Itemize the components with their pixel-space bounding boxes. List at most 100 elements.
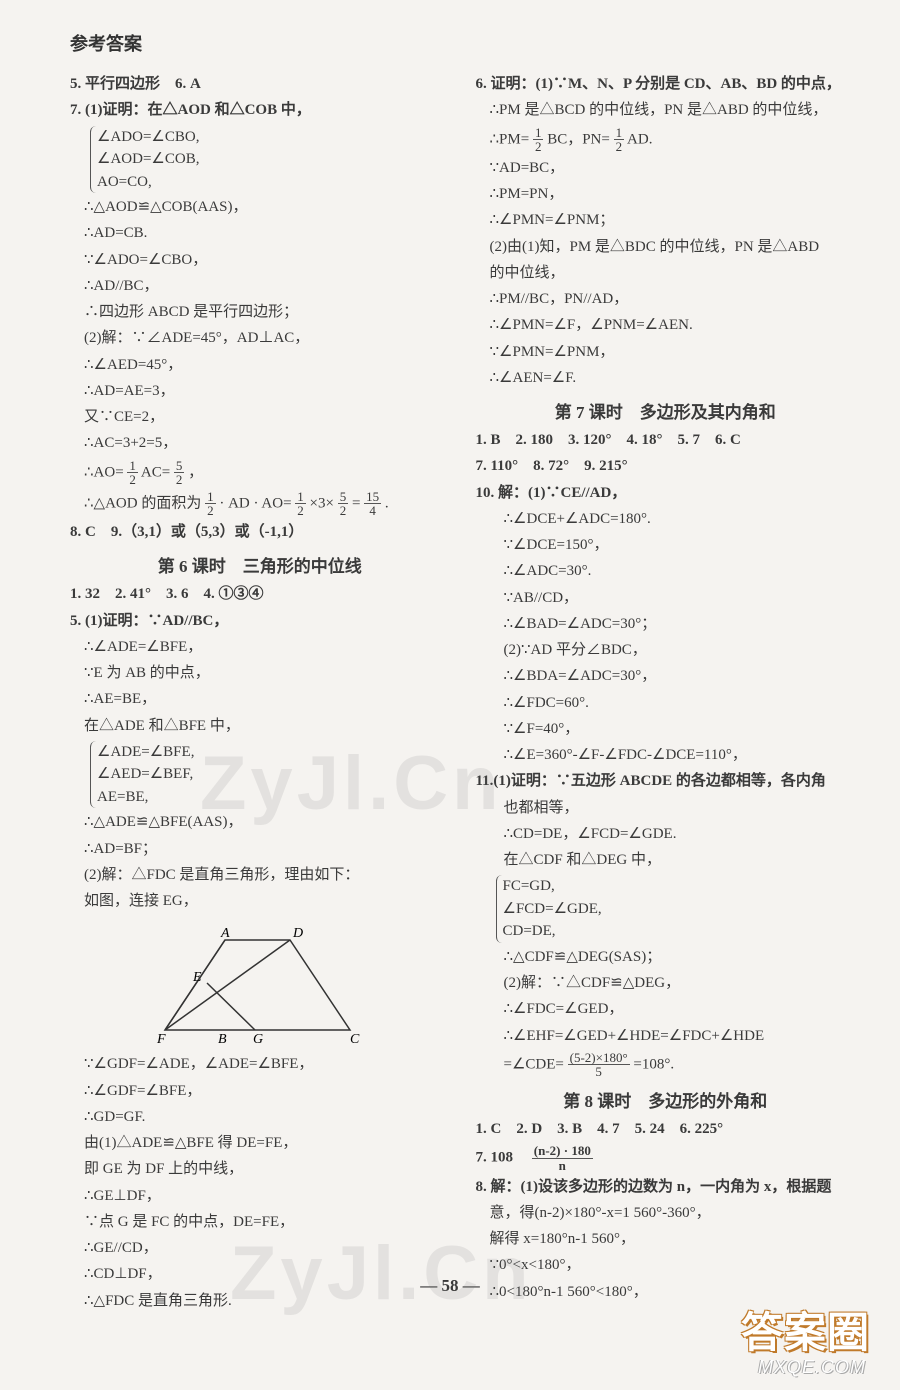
brace3-l2: ∠FCD=∠GDE, (503, 898, 602, 921)
q7m-m1: · AD · AO= (219, 495, 291, 511)
q7m-pre: ∴△AOD 的面积为 (84, 495, 201, 511)
s6-l5i: 如图，连接 EG， (70, 890, 450, 913)
s6-l5l: ∴GD=GF. (70, 1106, 450, 1129)
q7m-end: . (385, 495, 389, 511)
q7-b: ∴△AOD≌△COB(AAS)， (70, 196, 450, 219)
brace-1: ∠ADO=∠CBO, ∠AOD=∠COB, AO=CO, (90, 126, 199, 194)
s7-l10g: (2)∵AD 平分∠BDC， (476, 639, 856, 662)
brace3-l3: CD=DE, (503, 920, 602, 943)
s7-l11f: ∴∠FDC=∠GED， (476, 998, 856, 1021)
s7-l11a2: 也都相等， (476, 797, 856, 820)
s8-l7-pre: 7. 108 (476, 1150, 529, 1166)
site-watermark: MXQE.COM (758, 1357, 866, 1378)
s7-l1: 1. B 2. 180 3. 120° 4. 18° 5. 7 6. C (476, 429, 856, 452)
s7-l11d: ∴△CDF≌△DEG(SAS)； (476, 946, 856, 969)
s7-l11h-pre: =∠CDE= (504, 1056, 564, 1072)
r6e: ∴PM=PN， (476, 183, 856, 206)
s8-l7: 7. 108 (n-2) · 180n (476, 1144, 856, 1172)
page-header: 参考答案 (70, 30, 855, 56)
q7-head: 7. (1)证明：在△AOD 和△COB 中， (70, 99, 450, 122)
q7m-m2: ×3× (310, 495, 338, 511)
s7-l10f: ∴∠BAD=∠ADC=30°； (476, 613, 856, 636)
s7-l11b: ∴CD=DE，∠FCD=∠GDE. (476, 823, 856, 846)
q7-e: ∴AD//BC， (70, 275, 450, 298)
r6i: ∴∠PMN=∠F，∠PNM=∠AEN. (476, 314, 856, 337)
brace2-l1: ∠ADE=∠BFE, (97, 741, 194, 764)
q7-d: ∵∠ADO=∠CBO， (70, 249, 450, 272)
s6-l5o: ∴GE⊥DF， (70, 1185, 450, 1208)
s6-l5c: ∵E 为 AB 的中点， (70, 662, 450, 685)
q7m-m3: = (352, 495, 364, 511)
s7-l10b: ∴∠DCE+∠ADC=180°. (476, 508, 856, 531)
s7-l10c: ∵∠DCE=150°， (476, 534, 856, 557)
q7m-f3: 52 (338, 490, 349, 518)
r6c-end: AD. (627, 131, 652, 147)
s8-l8: 8. 解：(1)设该多边形的边数为 n，一内角为 x，根据题 (476, 1176, 856, 1199)
q7-l: ∴AO= 12 AC= 52 ， (70, 459, 450, 487)
section-8-title: 第 8 课时 多边形的外角和 (476, 1087, 856, 1112)
s6-l1: 1. 32 2. 41° 3. 6 4. ①③④ (70, 583, 450, 606)
brace1-l2: ∠AOD=∠COB, (97, 148, 199, 171)
stamp-badge: 答案圈 (741, 1299, 870, 1360)
r6c-f2: 12 (614, 126, 625, 154)
s6-l5h: (2)解：△FDC 是直角三角形，理由如下： (70, 864, 450, 887)
right-column: 6. 证明：(1)∵M、N、P 分别是 CD、AB、BD 的中点， ∴PM 是△… (476, 70, 856, 1316)
q7-h: ∴∠AED=45°， (70, 354, 450, 377)
svg-text:A: A (220, 926, 230, 941)
s6-l5g: ∴AD=BF； (70, 838, 450, 861)
s7-l11e: (2)解：∵△CDF≌△DEG， (476, 972, 856, 995)
s7-l10e: ∵AB//CD， (476, 587, 856, 610)
s7-l11g: ∴∠EHF=∠GED+∠HDE=∠FDC+∠HDE (476, 1025, 856, 1048)
s6-l5d: ∴AE=BE， (70, 688, 450, 711)
brace-2: ∠ADE=∠BFE, ∠AED=∠BEF, AE=BE, (90, 741, 194, 809)
q7-i: ∴AD=AE=3， (70, 380, 450, 403)
brace1-l3: AO=CO, (97, 171, 199, 194)
s7-l10i: ∴∠FDC=60°. (476, 692, 856, 715)
s6-l5j: ∵∠GDF=∠ADE，∠ADE=∠BFE， (70, 1053, 450, 1076)
left-column: 5. 平行四边形 6. A 7. (1)证明：在△AOD 和△COB 中， ∠A… (70, 70, 450, 1316)
r6c-f1: 12 (533, 126, 544, 154)
s7-l11: 11.(1)证明：∵五边形 ABCDE 的各边都相等，各内角 (476, 770, 856, 793)
q7m-f1: 12 (205, 490, 216, 518)
s6-l5k: ∴∠GDF=∠BFE， (70, 1080, 450, 1103)
s6-l5m: 由(1)△ADE≌△BFE 得 DE=FE， (70, 1132, 450, 1155)
page-number: — 58 — (0, 1276, 900, 1296)
s7-l10: 10. 解：(1)∵CE//AD， (476, 482, 856, 505)
s7-l10d: ∴∠ADC=30°. (476, 560, 856, 583)
s6-l5: 5. (1)证明：∵AD//BC， (70, 610, 450, 633)
brace3-l1: FC=GD, (503, 875, 602, 898)
q7-f: ∴四边形 ABCD 是平行四边形； (70, 301, 450, 324)
s7-l10h: ∴∠BDA=∠ADC=30°， (476, 665, 856, 688)
s7-l10k: ∴∠E=360°-∠F-∠FDC-∠DCE=110°， (476, 744, 856, 767)
r6c: ∴PM= 12 BC，PN= 12 AD. (476, 126, 856, 154)
q7-j: 又∵CE=2， (70, 406, 450, 429)
s7-l2: 7. 110° 8. 72° 9. 215° (476, 455, 856, 478)
section-7-title: 第 7 课时 多边形及其内角和 (476, 398, 856, 423)
s7-l11c: 在△CDF 和△DEG 中， (476, 849, 856, 872)
svg-text:E: E (192, 970, 202, 985)
q7-c: ∴AD=CB. (70, 222, 450, 245)
brace1-l1: ∠ADO=∠CBO, (97, 126, 199, 149)
s6-l5f: ∴△ADE≌△BFE(AAS)， (70, 811, 450, 834)
r6h: ∴PM//BC，PN//AD， (476, 288, 856, 311)
s8-l8b: 解得 x=180°n-1 560°， (476, 1228, 856, 1251)
s6-l5p: ∵点 G 是 FC 的中点，DE=FE， (70, 1211, 450, 1234)
s7-l11h-end: =108°. (633, 1056, 674, 1072)
s6-l5e: 在△ADE 和△BFE 中， (70, 715, 450, 738)
q7-g: (2)解：∵∠ADE=45°，AD⊥AC， (70, 327, 450, 350)
s7-l11h-fr: (5-2)×180°5 (568, 1051, 630, 1079)
r6f: ∴∠PMN=∠PNM； (476, 209, 856, 232)
s7-l11h: =∠CDE= (5-2)×180°5 =108°. (476, 1051, 856, 1079)
q7l-fr2: 52 (174, 459, 185, 487)
s8-l1: 1. C 2. D 3. B 4. 7 5. 24 6. 225° (476, 1118, 856, 1141)
s8-l7-fr: (n-2) · 180n (532, 1144, 593, 1172)
r6c-mid: BC，PN= (547, 131, 610, 147)
s6-l5n: 即 GE 为 DF 上的中线， (70, 1158, 450, 1181)
q7l-pre: ∴AO= (84, 464, 124, 480)
q7l-mid: AC= (141, 464, 170, 480)
r6d: ∵AD=BC， (476, 157, 856, 180)
svg-text:F: F (156, 1032, 166, 1045)
s7-l10j: ∵∠F=40°， (476, 718, 856, 741)
r6: 6. 证明：(1)∵M、N、P 分别是 CD、AB、BD 的中点， (476, 73, 856, 96)
section-6-title: 第 6 课时 三角形的中位线 (70, 552, 450, 577)
